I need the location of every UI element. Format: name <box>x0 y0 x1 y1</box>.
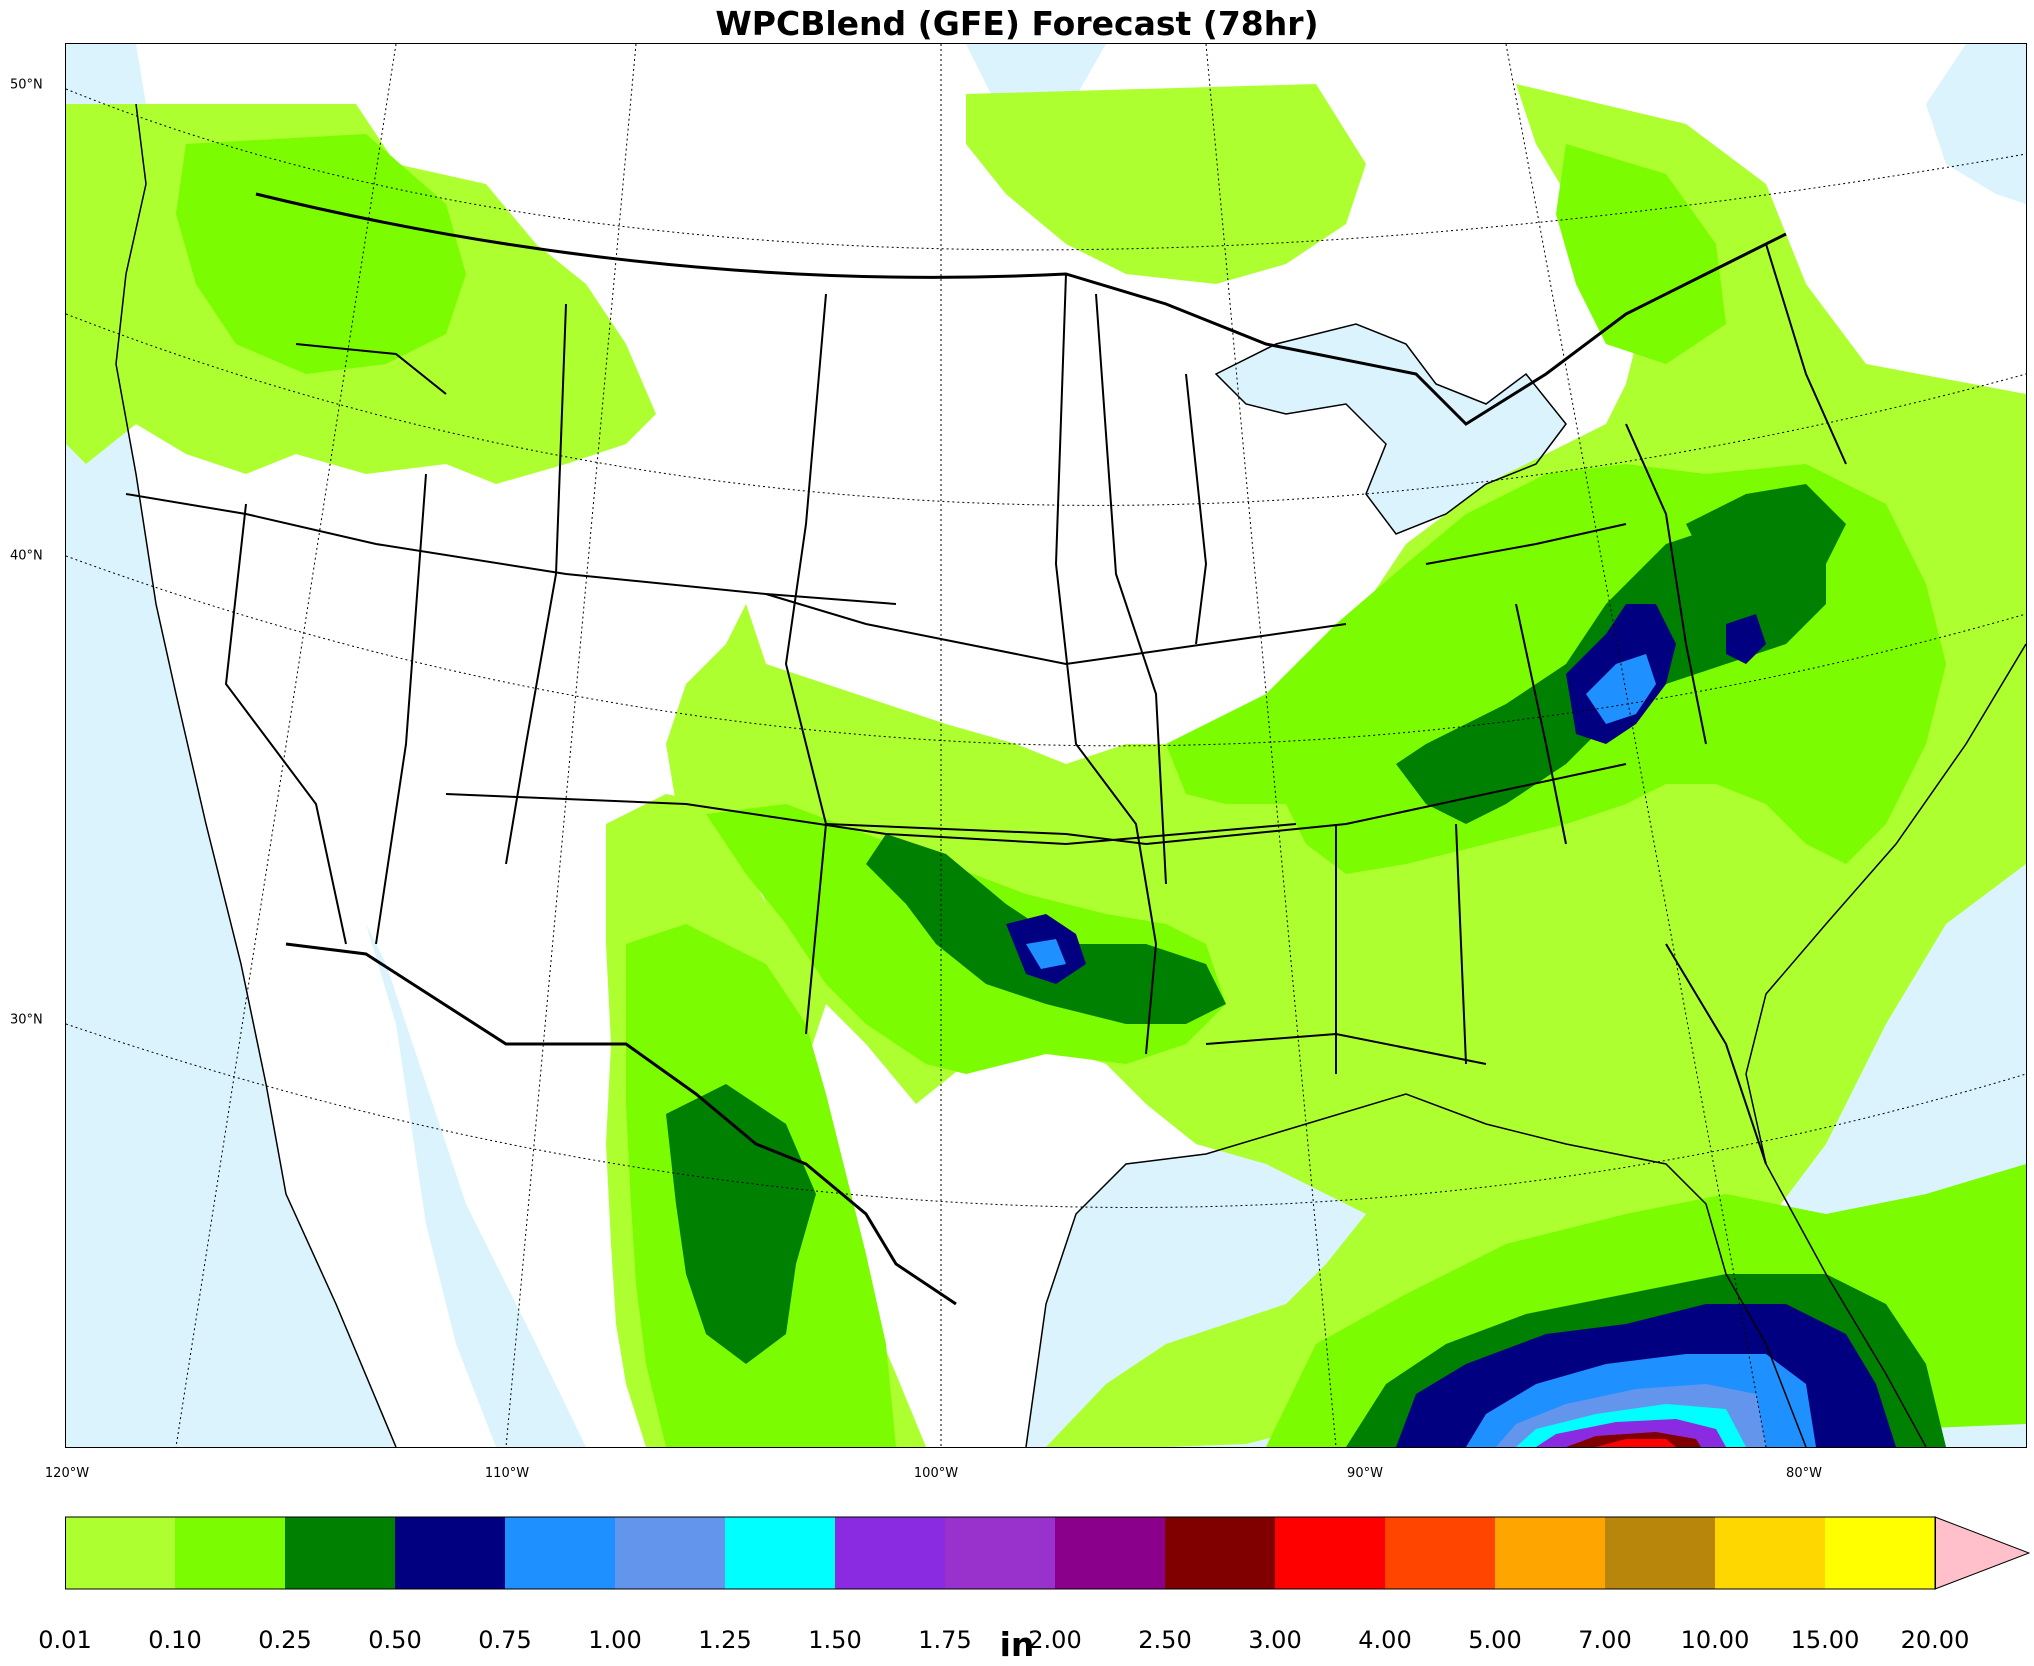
colorbar-tick-label: 2.50 <box>1138 1626 1192 1654</box>
map-canvas <box>66 44 2026 1447</box>
colorbar-segment-1 <box>175 1517 285 1589</box>
state-line-17 <box>1425 523 1627 565</box>
state-line-8 <box>1095 293 1167 885</box>
lon-label-120: 120°W <box>44 1466 90 1481</box>
colorbar-segment-6 <box>725 1517 835 1589</box>
lat-label-40: 40°N <box>10 548 43 564</box>
colorbar-extend-arrow <box>1934 1516 2030 1590</box>
boundaries <box>115 103 2026 1447</box>
state-line-21 <box>1665 943 1767 1165</box>
colorbar-tick-label: 0.01 <box>38 1626 92 1654</box>
state-line-20 <box>1765 243 1847 465</box>
lat-label-50: 50°N <box>10 77 43 93</box>
coastline-west <box>115 103 397 1447</box>
colorbar-segment-5 <box>615 1517 725 1589</box>
state-line-11 <box>825 823 1147 845</box>
atlantic-north <box>1926 44 2026 204</box>
colorbar-tick-label: 20.00 <box>1900 1626 1970 1654</box>
colorbar-segment-8 <box>945 1517 1055 1589</box>
colorbar-segment-3 <box>395 1517 505 1589</box>
state-line-2 <box>125 493 897 605</box>
lon-label-110: 110°W <box>484 1466 530 1481</box>
colorbar-outline <box>65 1516 1936 1590</box>
colorbar-segment-7 <box>835 1517 945 1589</box>
colorbar-tick-label: 5.00 <box>1468 1626 1522 1654</box>
state-line-7 <box>1054 273 1158 1055</box>
us-mexico-border <box>285 942 957 1306</box>
lon-label-100: 100°W <box>913 1466 959 1481</box>
colorbar-segment-14 <box>1605 1517 1715 1589</box>
colorbar-segment-12 <box>1385 1517 1495 1589</box>
colorbar-tick-label: 1.75 <box>918 1626 972 1654</box>
precip-field-3-00 <box>1596 1439 1676 1447</box>
state-line-18 <box>1185 373 1208 645</box>
map-title: WPCBlend (GFE) Forecast (78hr) <box>715 4 1319 43</box>
coastline-gulf <box>1025 1093 1807 1447</box>
state-line-10 <box>445 793 1297 846</box>
lat-label-30: 30°N <box>10 1012 43 1028</box>
colorbar-tick-label: 2.00 <box>1028 1626 1082 1654</box>
colorbar-tick-label: 3.00 <box>1248 1626 1302 1654</box>
great-lakes-outline <box>1214 323 1567 535</box>
colorbar-tick-label: 1.50 <box>808 1626 862 1654</box>
lon-line-120 <box>175 44 397 1447</box>
gulf-of-mexico <box>366 924 586 1447</box>
great-lakes <box>1216 324 1566 534</box>
lat-line-30 <box>66 1023 2026 1208</box>
colorbar-tick-label: 0.25 <box>258 1626 312 1654</box>
colorbar-segment-16 <box>1825 1517 1935 1589</box>
units-label: in <box>999 1625 1035 1664</box>
state-line-5 <box>224 503 347 945</box>
colorbar-tick-label: 0.10 <box>148 1626 202 1654</box>
colorbar-tick-label: 1.00 <box>588 1626 642 1654</box>
colorbar-tick-label: 4.00 <box>1358 1626 1412 1654</box>
state-line-4 <box>375 473 427 945</box>
us-canada-border <box>255 192 1787 426</box>
lon-label-80: 80°W <box>1786 1466 1822 1481</box>
state-line-19 <box>1515 603 1567 845</box>
colorbar-tick-label: 10.00 <box>1680 1626 1750 1654</box>
graticule <box>66 44 2026 1447</box>
lat-line-40 <box>66 555 2026 747</box>
state-line-6 <box>784 293 828 1035</box>
colorbar-segment-9 <box>1055 1517 1165 1589</box>
state-line-15 <box>1455 823 1467 1065</box>
colorbar-segment-13 <box>1495 1517 1605 1589</box>
lon-label-90: 90°W <box>1347 1466 1383 1481</box>
colorbar-segment-2 <box>285 1517 395 1589</box>
state-line-16 <box>1625 423 1707 745</box>
colorbar-segment-0 <box>65 1517 175 1589</box>
colorbar-segment-4 <box>505 1517 615 1589</box>
colorbar-tick-label: 15.00 <box>1790 1626 1860 1654</box>
lat-line-50 <box>66 88 2026 251</box>
colorbar-segment-10 <box>1165 1517 1275 1589</box>
precipitation-map <box>65 43 2027 1448</box>
colorbar-tick-label: 0.75 <box>478 1626 532 1654</box>
state-line-9 <box>765 593 1347 666</box>
colorbar-tick-label: 7.00 <box>1578 1626 1632 1654</box>
coastline-east <box>1745 643 2026 1447</box>
pacific-ocean <box>66 44 396 1447</box>
state-line-3 <box>505 303 567 865</box>
colorbar-tick-label: 1.25 <box>698 1626 752 1654</box>
colorbar-segment-15 <box>1715 1517 1825 1589</box>
colorbar-segment-11 <box>1275 1517 1385 1589</box>
state-line-12 <box>1145 763 1627 845</box>
state-line-1 <box>295 343 447 395</box>
colorbar-tick-label: 0.50 <box>368 1626 422 1654</box>
colorbar <box>65 1516 2030 1590</box>
